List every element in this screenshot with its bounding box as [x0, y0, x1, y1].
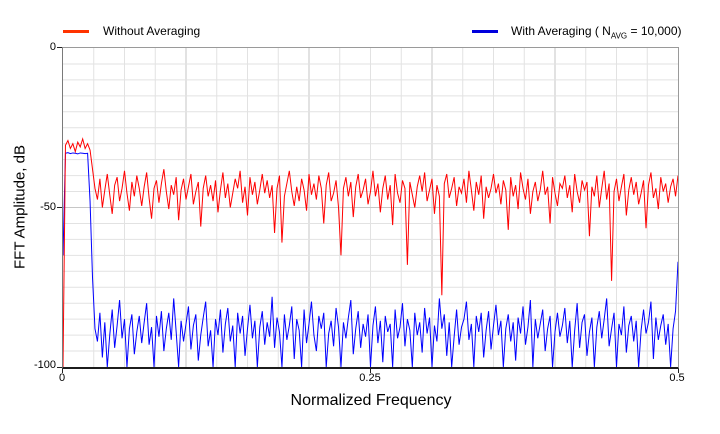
- y-axis-tick: [57, 207, 62, 208]
- plot-area: [62, 47, 679, 369]
- legend-with-subscript: AVG: [610, 31, 628, 41]
- x-tick-label-0.25: 0.25: [359, 372, 381, 384]
- x-tick-label-0: 0: [58, 372, 66, 384]
- red-line-swatch-icon: [63, 30, 89, 33]
- x-axis-tick: [370, 369, 371, 373]
- x-tick-label-0.5: 0.5: [669, 372, 685, 384]
- series-line: [63, 137, 678, 367]
- blue-line-swatch-icon: [472, 30, 498, 33]
- x-axis-title: Normalized Frequency: [290, 392, 452, 409]
- y-axis-tick: [57, 367, 62, 368]
- legend-with-text-pre: With Averaging ( N: [511, 24, 611, 38]
- y-axis-tick: [57, 47, 62, 48]
- series-line: [63, 152, 678, 367]
- y-tick-label--100: -100: [33, 359, 56, 371]
- y-tick-label--50: -50: [40, 201, 56, 213]
- x-axis-tick: [62, 369, 63, 373]
- y-tick-label-0: 0: [49, 41, 56, 53]
- plot-svg: [63, 48, 678, 367]
- x-axis-tick: [678, 369, 679, 373]
- legend-label-with-averaging: With Averaging ( NAVG = 10,000): [511, 24, 682, 40]
- legend-with-text-post: = 10,000): [627, 24, 682, 38]
- legend-label-without-averaging: Without Averaging: [103, 24, 201, 38]
